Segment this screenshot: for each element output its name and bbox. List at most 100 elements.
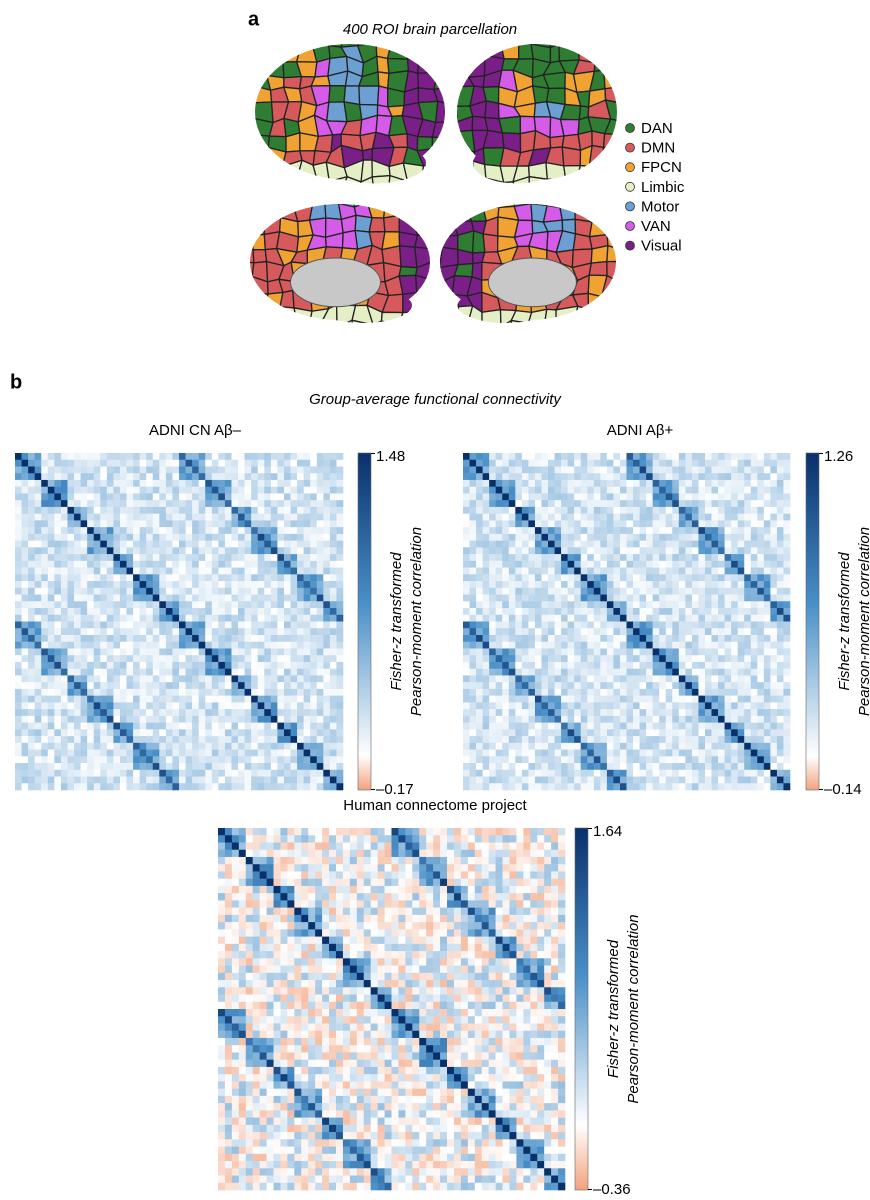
heatmap-cell xyxy=(317,487,324,494)
heatmap-cell xyxy=(528,709,535,716)
heatmap-cell xyxy=(35,588,42,595)
heatmap-cell xyxy=(35,601,42,608)
heatmap-cell xyxy=(522,595,529,602)
heatmap-cell xyxy=(555,635,562,642)
heatmap-cell xyxy=(218,473,225,480)
heatmap-cell xyxy=(483,756,490,763)
heatmap-cell xyxy=(87,736,94,743)
parcel xyxy=(442,308,459,323)
heatmap-cell xyxy=(304,547,311,554)
heatmap-cell xyxy=(87,750,94,757)
heatmap-cell xyxy=(284,777,291,784)
heatmap-cell xyxy=(120,453,127,460)
heatmap-cell xyxy=(541,601,548,608)
heatmap-cell xyxy=(107,507,114,514)
heatmap-cell xyxy=(672,466,679,473)
heatmap-cell xyxy=(41,473,48,480)
heatmap-cell xyxy=(310,777,317,784)
parcel xyxy=(601,297,622,308)
heatmap-cell xyxy=(646,783,653,790)
heatmap-cell xyxy=(81,514,88,521)
heatmap-cell xyxy=(87,466,94,473)
heatmap-cell xyxy=(627,595,634,602)
heatmap-cell xyxy=(594,460,601,467)
heatmap-cell xyxy=(594,507,601,514)
heatmap-cell xyxy=(470,615,477,622)
heatmap-cell xyxy=(67,554,74,561)
heatmap-cell xyxy=(41,466,48,473)
heatmap-cell xyxy=(94,777,101,784)
heatmap-cell xyxy=(54,554,61,561)
parcel xyxy=(309,366,328,387)
heatmap-cell xyxy=(231,541,238,548)
heatmap-cell xyxy=(186,783,193,790)
heatmap-cell xyxy=(528,588,535,595)
parcel xyxy=(426,355,443,372)
heatmap-cell xyxy=(199,473,206,480)
heatmap-cell xyxy=(330,615,337,622)
heatmap-cell xyxy=(107,635,114,642)
heatmap-cell xyxy=(528,635,535,642)
heatmap-cell xyxy=(179,628,186,635)
heatmap-cell xyxy=(496,460,503,467)
heatmap-cell xyxy=(179,487,186,494)
heatmap-cell xyxy=(463,561,470,568)
heatmap-cell xyxy=(489,655,496,662)
heatmap-cell xyxy=(74,466,81,473)
heatmap-cell xyxy=(231,635,238,642)
parcel xyxy=(367,186,387,203)
heatmap-cell xyxy=(212,628,219,635)
heatmap-cell xyxy=(574,723,581,730)
heatmap-cell xyxy=(496,750,503,757)
heatmap-cell xyxy=(153,601,160,608)
heatmap-cell xyxy=(205,662,212,669)
heatmap-cell xyxy=(81,561,88,568)
heatmap-cell xyxy=(568,608,575,615)
heatmap-cell xyxy=(133,696,140,703)
heatmap-cell xyxy=(28,622,35,629)
heatmap-cell xyxy=(218,493,225,500)
heatmap-cell xyxy=(515,662,522,669)
heatmap-cell xyxy=(48,588,55,595)
heatmap-cell xyxy=(304,507,311,514)
heatmap-cell xyxy=(218,702,225,709)
heatmap-cell xyxy=(515,696,522,703)
heatmap-cell xyxy=(212,736,219,743)
heatmap-cell xyxy=(666,689,673,696)
heatmap-cell xyxy=(87,541,94,548)
legend-marker xyxy=(626,143,635,152)
parcel xyxy=(253,250,266,263)
heatmap-cell xyxy=(113,662,120,669)
heatmap-cell xyxy=(581,487,588,494)
heatmap-cell xyxy=(205,743,212,750)
heatmap-cell xyxy=(613,783,620,790)
heatmap-cell xyxy=(179,568,186,575)
heatmap-cell xyxy=(107,500,114,507)
heatmap-cell xyxy=(555,520,562,527)
heatmap-cell xyxy=(258,581,265,588)
heatmap-cell xyxy=(61,466,68,473)
heatmap-cell xyxy=(310,554,317,561)
heatmap-cell xyxy=(159,493,166,500)
heatmap-cell xyxy=(574,783,581,790)
heatmap-cell xyxy=(107,547,114,554)
parcel xyxy=(444,203,459,223)
heatmap-cell xyxy=(107,662,114,669)
heatmap-cell xyxy=(54,561,61,568)
heatmap-cell xyxy=(225,588,232,595)
heatmap-cell xyxy=(225,595,232,602)
heatmap-cell xyxy=(463,493,470,500)
heatmap-cell xyxy=(251,608,258,615)
heatmap-cell xyxy=(67,662,74,669)
heatmap-cell xyxy=(251,466,258,473)
heatmap-cell xyxy=(258,716,265,723)
heatmap-cell xyxy=(528,648,535,655)
heatmap-cell xyxy=(561,777,568,784)
heatmap-cell xyxy=(179,561,186,568)
heatmap-cell xyxy=(41,702,48,709)
heatmap-cell xyxy=(54,487,61,494)
heatmap-cell xyxy=(496,527,503,534)
heatmap-cell xyxy=(22,574,29,581)
heatmap-cell xyxy=(659,608,666,615)
heatmap-cell xyxy=(87,520,94,527)
